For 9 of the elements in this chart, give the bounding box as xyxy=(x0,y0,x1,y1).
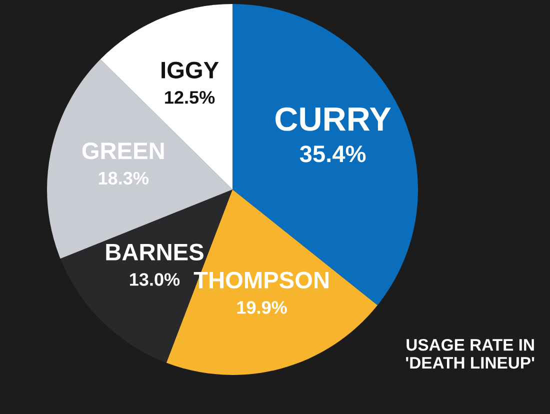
text: USAGE RATE IN 'DEATH LINEUP' xyxy=(406,338,534,369)
slice-label: IGGY xyxy=(162,62,219,78)
data-label: 12.5% xyxy=(165,91,215,104)
pie-slice xyxy=(47,59,232,259)
slice-label: BARNES xyxy=(106,244,204,261)
data-label: 13.0% xyxy=(130,273,180,286)
data-label: 19.9% xyxy=(237,301,287,314)
data-label: 35.4% xyxy=(300,146,366,162)
slice-label: CURRY xyxy=(276,107,391,131)
